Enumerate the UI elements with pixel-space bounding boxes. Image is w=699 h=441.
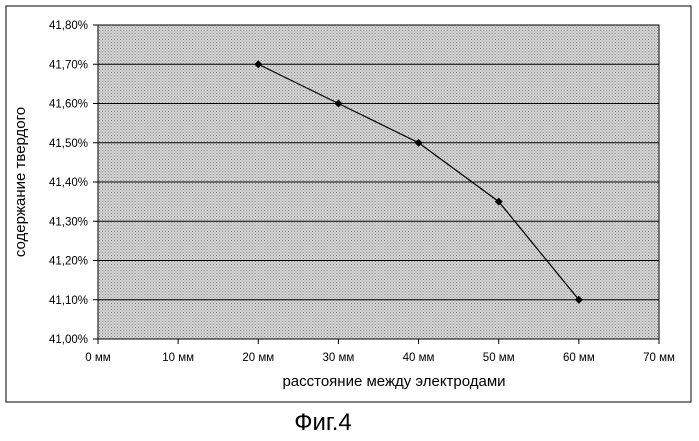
x-tick-label: 60 мм (563, 352, 595, 364)
y-tick-label: 41,80% (49, 20, 88, 32)
y-tick-label: 41,50% (49, 138, 88, 150)
x-tick-label: 10 мм (162, 352, 194, 364)
x-axis-title: расстояние между электродами (282, 373, 505, 390)
y-tick-label: 41,20% (49, 256, 88, 268)
y-tick-label: 41,70% (49, 59, 88, 71)
y-tick-label: 41,10% (49, 295, 88, 307)
y-axis-title: содержание твердого (12, 107, 29, 257)
y-tick-label: 41,40% (49, 177, 88, 189)
x-tick-label: 0 мм (85, 352, 110, 364)
x-tick-label: 50 мм (483, 352, 515, 364)
y-tick-label: 41,00% (49, 334, 88, 346)
x-tick-label: 40 мм (403, 352, 435, 364)
y-tick-label: 41,30% (49, 216, 88, 228)
figure-caption: Фиг.4 (294, 409, 352, 436)
y-tick-label: 41,60% (49, 99, 88, 111)
x-tick-label: 30 мм (323, 352, 355, 364)
x-tick-label: 20 мм (242, 352, 274, 364)
x-tick-label: 70 мм (643, 352, 675, 364)
